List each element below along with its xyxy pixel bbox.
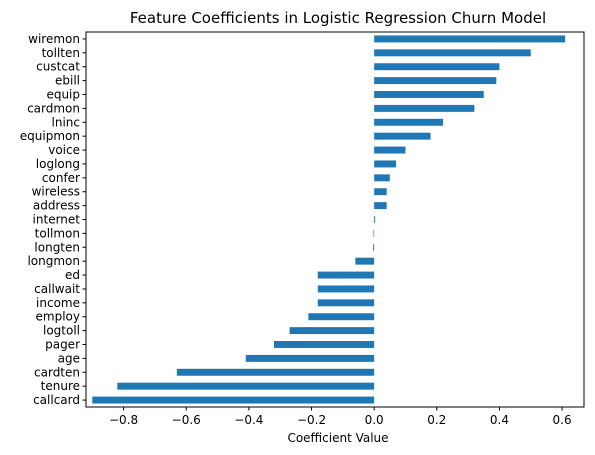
- bar-logtoll: [289, 327, 375, 335]
- y-tick-label: confer: [42, 171, 80, 185]
- x-tick-label: 0.4: [490, 413, 509, 427]
- y-tick-label: lninc: [52, 115, 80, 129]
- y-tick-label: equipmon: [20, 129, 80, 143]
- bar-voice: [374, 146, 406, 154]
- y-tick-label: longten: [34, 240, 80, 254]
- x-tick-label: −0.6: [172, 413, 201, 427]
- y-tick-label: custcat: [36, 60, 80, 74]
- bar-equip: [374, 91, 484, 98]
- x-tick-label: 0.2: [427, 413, 446, 427]
- plot-frame: [85, 31, 585, 408]
- x-tick-label: −0.8: [109, 413, 138, 427]
- bar-address: [374, 202, 387, 210]
- y-tick-label: logtoll: [43, 324, 80, 338]
- bar-tenure: [117, 382, 375, 390]
- bar-ed: [317, 271, 375, 279]
- x-axis-ticks: −0.8 −0.6 −0.4 −0.2 0.0 0.2 0.4 0.6: [109, 407, 572, 427]
- y-tick-label: internet: [33, 213, 81, 227]
- bars-group: [92, 35, 566, 404]
- x-tick-label: 0.6: [553, 413, 572, 427]
- bar-tollmon: [373, 229, 375, 237]
- y-tick-label: pager: [45, 338, 80, 352]
- chart-title: Feature Coefficients in Logistic Regress…: [130, 9, 546, 27]
- bar-loglong: [374, 160, 397, 168]
- y-tick-label: address: [33, 199, 80, 213]
- y-tick-label: voice: [48, 143, 80, 157]
- y-tick-label: callwait: [34, 282, 80, 296]
- x-axis-label: Coefficient Value: [287, 431, 388, 445]
- bar-cardten: [176, 368, 375, 376]
- y-tick-label: wiremon: [28, 32, 80, 46]
- bar-longten: [373, 243, 375, 251]
- x-tick-label: 0.0: [365, 413, 384, 427]
- bar-equipmon: [374, 132, 431, 140]
- bar-cardmon: [374, 104, 475, 112]
- bar-callwait: [317, 285, 375, 293]
- bar-tollten: [374, 49, 531, 57]
- y-tick-label: cardten: [34, 365, 80, 379]
- y-tick-label: employ: [36, 310, 80, 324]
- y-tick-label: callcard: [33, 393, 80, 407]
- bar-wireless: [374, 188, 387, 196]
- x-tick-label: −0.4: [234, 413, 263, 427]
- y-tick-label: ed: [65, 268, 80, 282]
- y-axis-ticks: wiremontolltencustcatebillequipcardmonln…: [20, 32, 86, 407]
- y-tick-label: loglong: [36, 157, 80, 171]
- bar-age: [245, 354, 375, 362]
- bar-income: [317, 299, 375, 307]
- bar-ebill: [374, 77, 497, 85]
- bar-confer: [374, 174, 390, 182]
- bar-internet: [374, 216, 376, 223]
- y-tick-label: wireless: [32, 185, 80, 199]
- y-tick-label: tenure: [41, 379, 80, 393]
- y-tick-label: ebill: [55, 74, 80, 88]
- bar-callcard: [92, 396, 375, 404]
- y-tick-label: cardmon: [27, 101, 80, 115]
- bar-employ: [308, 313, 375, 321]
- y-tick-label: tollmon: [35, 226, 80, 240]
- y-tick-label: tollten: [42, 46, 80, 60]
- y-tick-label: income: [36, 296, 80, 310]
- y-tick-label: equip: [46, 88, 80, 102]
- bar-longmon: [355, 257, 375, 265]
- bar-wiremon: [374, 35, 566, 43]
- bar-pager: [273, 341, 375, 348]
- bar-custcat: [374, 63, 500, 71]
- bar-lninc: [374, 118, 444, 126]
- x-tick-label: −0.2: [297, 413, 326, 427]
- y-tick-label: age: [58, 351, 80, 365]
- y-tick-label: longmon: [27, 254, 80, 268]
